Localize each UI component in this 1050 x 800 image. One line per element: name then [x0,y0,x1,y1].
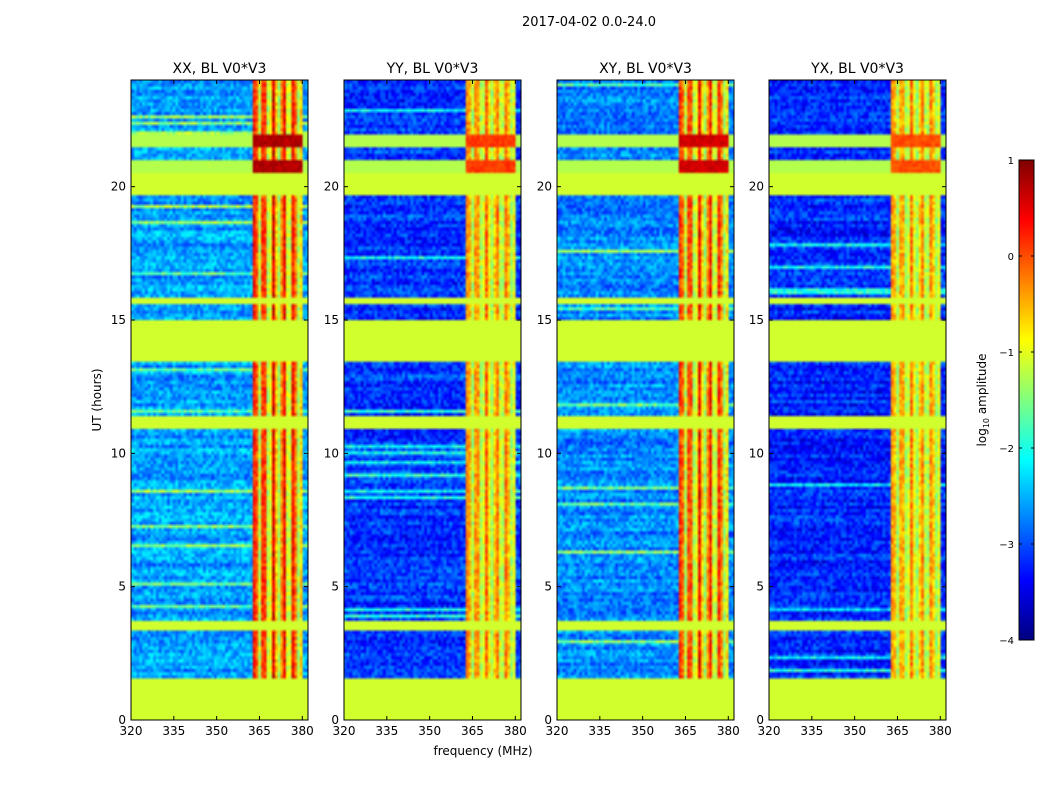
y-tick-label: 0 [756,713,764,727]
x-tick-label: 320 [758,724,781,738]
x-tick-label: 320 [546,724,569,738]
colorbar-tick-label: −3 [999,540,1014,551]
y-tick-label: 20 [111,180,126,194]
x-tick-label: 350 [631,724,654,738]
x-tick-label: 335 [588,724,611,738]
y-tick-label: 15 [749,313,764,327]
y-tick-label: 0 [331,713,339,727]
panel-4: YX, BL V0*V3 320 335 350 365 380 0 5 10 15 20 [749,61,952,738]
colorbar-label: log10 amplitude [975,354,991,447]
x-tick-label: 365 [248,724,271,738]
panel-frame [343,79,522,721]
y-tick-label: 0 [544,713,552,727]
x-tick-label: 380 [504,724,527,738]
colorbar-ticks: −4 −3 −2 −1 0 1 [999,156,1034,647]
x-tick-label: 335 [375,724,398,738]
x-tick-label: 335 [162,724,185,738]
y-tick-label: 5 [118,580,126,594]
y-tick-label: 20 [324,180,339,194]
y-tick-label: 10 [749,446,764,460]
x-tick-label: 380 [929,724,952,738]
heatmap-cells [131,80,308,720]
y-tick-label: 10 [324,446,339,460]
panel-frame [556,79,735,721]
y-tick-label: 15 [111,313,126,327]
x-tick-label: 380 [717,724,740,738]
y-tick-label: 10 [537,446,552,460]
y-axis-label: UT (hours) [90,368,104,431]
y-tick-label: 20 [537,180,552,194]
x-tick-label: 335 [800,724,823,738]
colorbar-tick-label: −2 [999,444,1014,455]
colorbar-tick-label: −1 [999,348,1014,359]
y-tick-label: 0 [118,713,126,727]
x-tick-label: 365 [674,724,697,738]
heatmap-cells [769,80,946,720]
panel-title: XX, BL V0*V3 [173,61,267,77]
y-tick-label: 15 [324,313,339,327]
x-tick-label: 365 [886,724,909,738]
colorbar: −4 −3 −2 −1 0 1 log10 amplitude [975,156,1035,647]
x-tick-label: 320 [120,724,143,738]
heatmap-cells [557,80,734,720]
colorbar-tick-label: −4 [999,636,1014,647]
panel-2: YY, BL V0*V3 320 335 350 365 380 0 5 10 15 20 [324,61,527,738]
heatmap-cells [344,80,521,720]
x-tick-label: 365 [461,724,484,738]
x-tick-label: 320 [333,724,356,738]
y-tick-label: 15 [537,313,552,327]
colorbar-gradient [1018,159,1035,641]
panel-3: XY, BL V0*V3 320 335 350 365 380 0 5 10 15 20 [537,61,740,738]
panel-title: YY, BL V0*V3 [386,61,479,77]
y-tick-label: 5 [544,580,552,594]
colorbar-label-rest: amplitude [975,354,989,418]
colorbar-label-subscript: 10 [982,418,991,428]
colorbar-tick-label: 0 [1008,252,1014,263]
x-tick-label: 350 [843,724,866,738]
x-tick-label: 350 [205,724,228,738]
colorbar-tick-label: 1 [1008,156,1014,167]
panel-frame [768,79,947,721]
panel-title: XY, BL V0*V3 [599,61,692,77]
y-tick-label: 20 [749,180,764,194]
y-tick-label: 5 [331,580,339,594]
panel-1: XX, BL V0*V3 320 335 350 365 380 0 5 10 15 20 [111,61,314,738]
panel-title: YX, BL V0*V3 [810,61,904,77]
colorbar-label-main: log [975,428,989,446]
y-tick-label: 10 [111,446,126,460]
figure-title: 2017-04-02 0.0-24.0 [522,15,656,30]
x-tick-label: 350 [418,724,441,738]
x-axis-label: frequency (MHz) [433,744,532,758]
x-tick-label: 380 [291,724,314,738]
panel-frame [130,79,309,721]
y-tick-label: 5 [756,580,764,594]
